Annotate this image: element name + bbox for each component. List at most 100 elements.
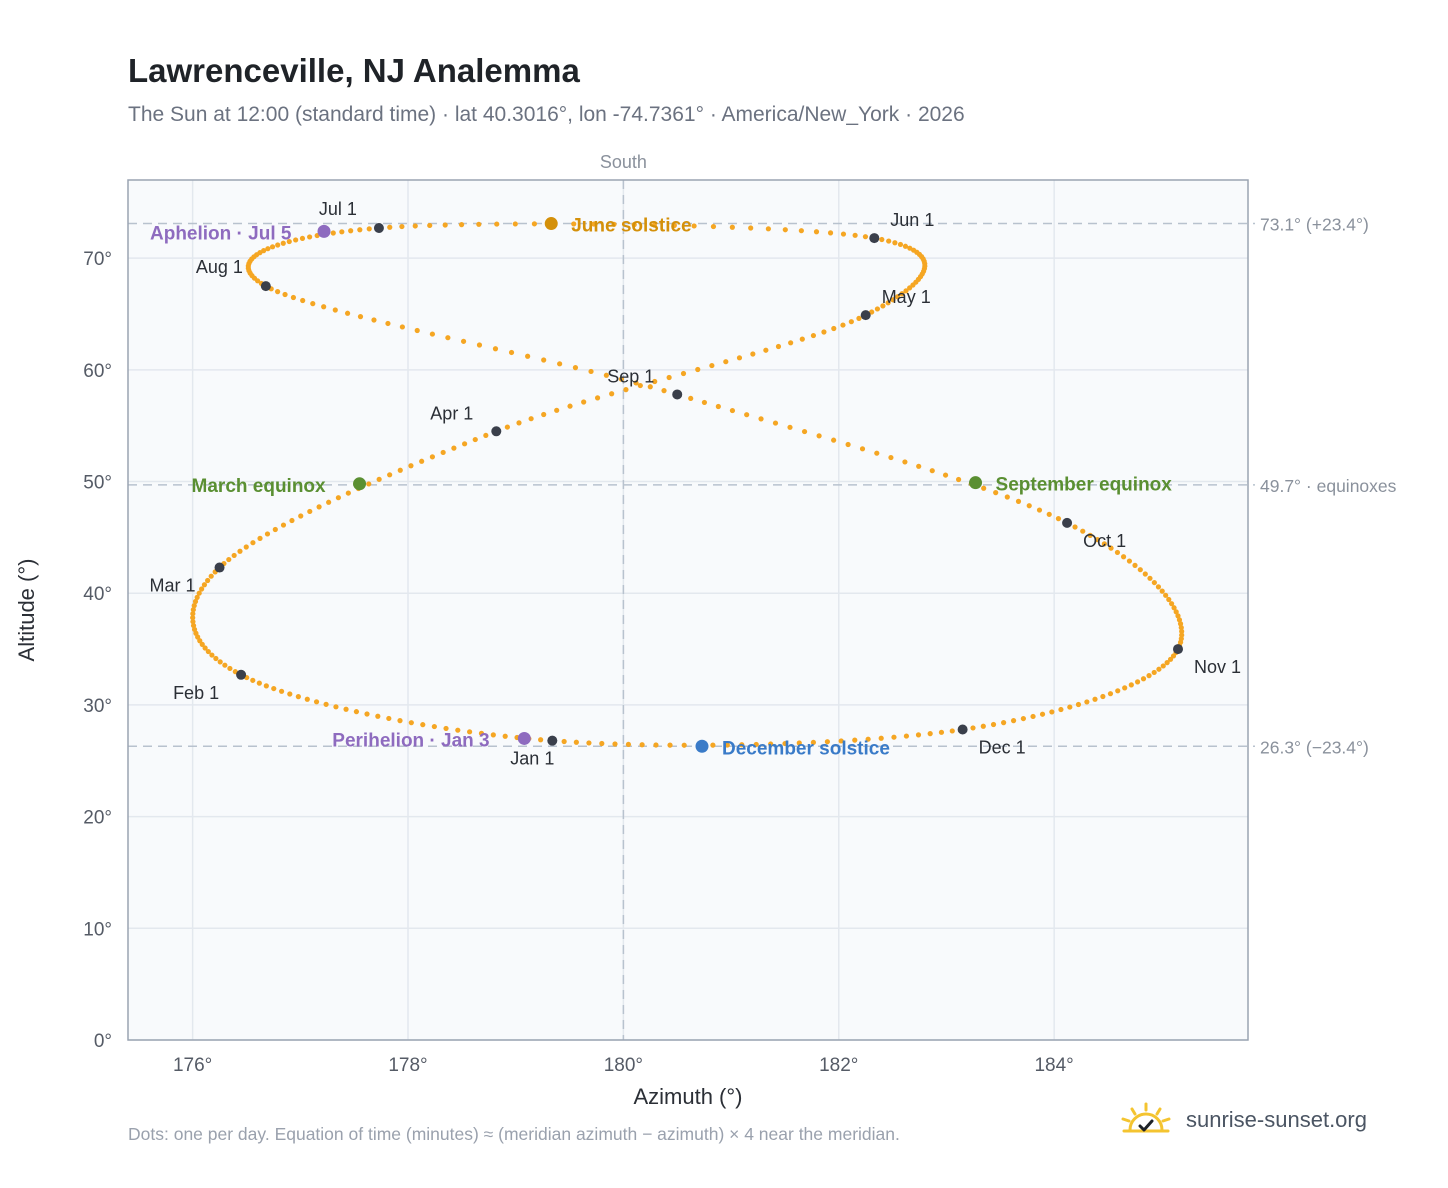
daily-sun-dot	[1170, 653, 1177, 659]
daily-sun-dot	[490, 732, 496, 738]
daily-sun-dot	[478, 730, 485, 736]
daily-sun-dot	[502, 733, 508, 739]
daily-sun-dot	[801, 428, 808, 435]
daily-sun-dot	[710, 223, 717, 230]
daily-sun-dot	[264, 531, 271, 537]
daily-sun-dot	[852, 737, 858, 743]
daily-sun-dot	[637, 382, 643, 389]
daily-sun-dot	[257, 535, 263, 541]
daily-sun-dot	[1128, 682, 1134, 688]
month-marker	[1062, 517, 1073, 528]
event-marker	[517, 731, 531, 745]
brand[interactable]: sunrise-sunset.org	[1120, 1100, 1367, 1140]
daily-sun-dot	[1020, 715, 1026, 722]
daily-sun-dot	[290, 294, 297, 301]
daily-sun-dot	[750, 351, 756, 357]
daily-sun-dot	[265, 246, 271, 252]
daily-sun-dot	[321, 304, 327, 310]
daily-sun-dot	[981, 485, 987, 491]
daily-sun-dot	[408, 720, 414, 726]
daily-sun-dot	[1067, 704, 1073, 710]
daily-sun-dot	[412, 223, 418, 229]
month-label: Aug 1	[196, 257, 243, 277]
daily-sun-dot	[796, 740, 802, 746]
daily-sun-dot	[458, 222, 465, 228]
daily-sun-dot	[1160, 663, 1166, 669]
daily-sun-dot	[651, 222, 657, 228]
x-tick-label: 180°	[604, 1055, 643, 1076]
daily-sun-dot	[701, 399, 708, 406]
daily-sun-dot	[190, 607, 196, 613]
event-marker	[544, 217, 558, 231]
month-marker	[547, 735, 558, 746]
daily-sun-dot	[955, 476, 962, 483]
daily-sun-dot	[209, 652, 215, 658]
daily-sun-dot	[907, 245, 913, 251]
daily-sun-dot	[888, 454, 894, 461]
daily-sun-dot	[1166, 596, 1172, 603]
daily-sun-dot	[364, 711, 370, 717]
daily-sun-dot	[586, 740, 592, 746]
daily-sun-dot	[353, 709, 360, 715]
plot-background	[128, 180, 1248, 1040]
daily-sun-dot	[949, 728, 955, 734]
daily-sun-dot	[231, 552, 237, 559]
daily-sun-dot	[286, 238, 292, 245]
daily-sun-dot	[202, 645, 208, 651]
daily-sun-dot	[845, 441, 851, 448]
analemma-curve	[190, 221, 1185, 748]
event-label: September equinox	[996, 475, 1173, 496]
daily-sun-dot	[827, 230, 834, 236]
daily-sun-dot	[429, 331, 436, 337]
daily-sun-dot	[623, 387, 629, 393]
daily-sun-dot	[192, 598, 199, 605]
daily-sun-dot	[639, 742, 645, 748]
daily-sun-dot	[1134, 679, 1141, 685]
daily-sun-dot	[431, 723, 437, 730]
daily-sun-dot	[376, 476, 382, 482]
daily-sun-dot	[897, 241, 904, 248]
daily-sun-dot	[903, 733, 910, 739]
daily-sun-dot	[1179, 628, 1185, 634]
daily-sun-dot	[467, 729, 473, 735]
daily-sun-dot	[895, 294, 901, 300]
event-label: Perihelion · Jan 3	[332, 730, 489, 751]
daily-sun-dot	[323, 701, 329, 707]
reference-line-label: 73.1° (+23.4°)	[1260, 215, 1369, 235]
daily-sun-dot	[1100, 693, 1106, 700]
daily-sun-dot	[316, 504, 322, 510]
event-marker	[353, 477, 367, 491]
daily-sun-dot	[990, 721, 997, 728]
event-label: June solstice	[571, 216, 691, 237]
chart-subtitle: The Sun at 12:00 (standard time) · lat 4…	[128, 103, 965, 126]
daily-sun-dot	[915, 732, 922, 738]
daily-sun-dot	[307, 234, 313, 240]
daily-sun-dot	[304, 696, 310, 702]
axes: 176° 178° 180° 182° 184° 0° 10° 20° 30° 40° 50° 60°…	[83, 249, 1074, 1076]
daily-sun-dot	[1114, 549, 1121, 556]
month-label: May 1	[882, 287, 931, 307]
y-axis-label: Altitude (°)	[14, 559, 39, 662]
daily-sun-dot	[217, 659, 223, 665]
daily-sun-dot	[196, 590, 202, 596]
daily-sun-dot	[371, 317, 377, 323]
daily-sun-dot	[366, 226, 372, 232]
daily-sun-dot	[282, 291, 288, 298]
daily-sun-dot	[859, 446, 866, 452]
daily-sun-dot	[243, 544, 249, 550]
daily-sun-dot	[476, 221, 482, 227]
daily-sun-dot	[385, 320, 391, 327]
daily-sun-dot	[1026, 503, 1032, 509]
brand-name[interactable]: sunrise-sunset.org	[1186, 1107, 1367, 1132]
daily-sun-dot	[736, 355, 743, 361]
daily-sun-dot	[440, 449, 446, 456]
daily-sun-dot	[647, 384, 653, 390]
daily-sun-dot	[205, 648, 211, 655]
month-label: Mar 1	[150, 576, 196, 596]
daily-sun-dot	[531, 221, 537, 227]
daily-sun-dot	[993, 490, 999, 496]
daily-sun-dot	[472, 436, 478, 443]
month-marker	[236, 669, 247, 680]
daily-sun-dot	[429, 454, 436, 460]
